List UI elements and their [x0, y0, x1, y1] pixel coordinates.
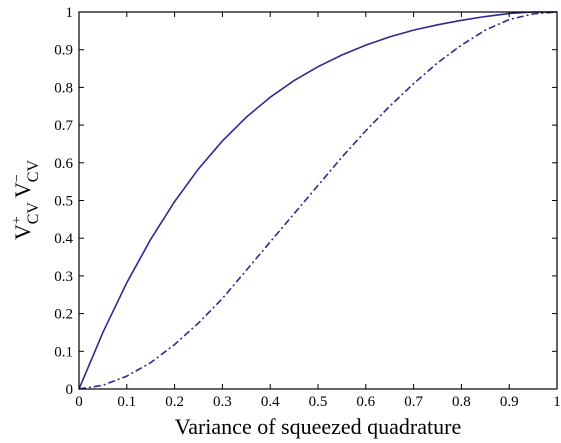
x-axis: 0 0.1 0.2 0.3 0.4 0.5 0.6 0.7 0.8 0.9 1: [75, 12, 561, 410]
y-tick-label: 0.3: [54, 269, 73, 285]
x-tick-label: 0: [75, 394, 83, 410]
y-tick-label: 0.8: [54, 80, 73, 96]
x-tick-label: 0.6: [356, 394, 375, 410]
x-tick-label: 0.3: [213, 394, 232, 410]
y-tick-label: 0.2: [54, 307, 73, 323]
y-tick-label: 0.7: [54, 118, 73, 134]
y-label-v2-sub: CV: [25, 160, 42, 183]
y-tick-label: 0.6: [54, 156, 73, 172]
series-line-solid: [78, 11, 557, 390]
y-tick-label: 1: [66, 5, 74, 21]
x-tick-label: 0.1: [117, 394, 136, 410]
y-tick-label: 0.4: [54, 231, 73, 247]
x-tick-label: 0.9: [500, 394, 519, 410]
y-label-v1-sub: CV: [25, 202, 42, 225]
y-label-v2-sup: −: [10, 174, 25, 182]
x-tick-label: 1: [553, 394, 561, 410]
plot-frame: [78, 11, 558, 390]
x-tick-label: 0.7: [404, 394, 423, 410]
y-axis: 0 0.1 0.2 0.3 0.4 0.5 0.6 0.7 0.8 0.9 1: [54, 5, 557, 398]
x-tick-label: 0.5: [309, 394, 328, 410]
series-line-dashdot: [78, 11, 558, 390]
x-tick-label: 0.8: [452, 394, 471, 410]
plot-area: [78, 11, 558, 390]
x-tick-label: 0.4: [261, 394, 280, 410]
x-axis-label: Variance of squeezed quadrature: [175, 414, 461, 439]
y-label-v1-sup: +: [10, 216, 25, 224]
y-label-v2: V: [10, 182, 35, 198]
y-tick-label: 0.1: [54, 344, 73, 360]
y-axis-label: V+CVV−CV: [10, 160, 42, 241]
y-label-v1: V: [10, 224, 35, 240]
y-tick-label: 0.9: [54, 43, 73, 59]
y-tick-label: 0.5: [54, 194, 73, 210]
y-tick-label: 0: [66, 382, 74, 398]
x-tick-label: 0.2: [165, 394, 184, 410]
